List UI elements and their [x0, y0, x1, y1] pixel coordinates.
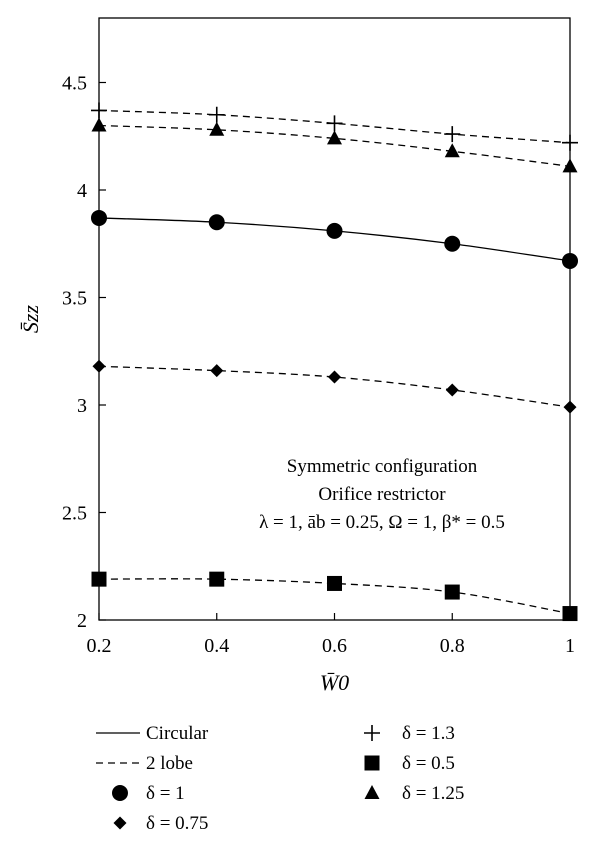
- marker-triangle: [562, 158, 578, 173]
- series-layer: [91, 102, 578, 622]
- y-axis-title: S̄zz: [18, 305, 43, 334]
- legend: Circular 2 lobe δ = 1 δ = 0.75 δ = 1.3 δ = 0.…: [96, 723, 464, 834]
- axis-titles: W̄0 S̄zz: [18, 305, 349, 695]
- series: [92, 359, 577, 414]
- series-line: [98, 365, 571, 408]
- marker-circle: [326, 222, 343, 239]
- marker-triangle: [364, 785, 380, 799]
- marker-diamond: [563, 400, 577, 414]
- legend-label: 2 lobe: [146, 753, 193, 774]
- marker-plus: [562, 134, 578, 151]
- marker-plus: [364, 725, 380, 741]
- marker-plus: [326, 115, 343, 132]
- y-tick-label: 3.5: [62, 288, 87, 310]
- marker-circle: [112, 785, 128, 801]
- x-tick-label: 0.4: [204, 635, 229, 657]
- marker-diamond: [445, 383, 459, 397]
- x-tick-label: 0.8: [440, 635, 465, 657]
- marker-diamond: [210, 364, 224, 378]
- x-tick-label: 0.2: [87, 635, 112, 657]
- legend-label: δ = 0.5: [402, 753, 455, 774]
- series-line: [98, 578, 571, 615]
- x-axis-title: W̄0: [320, 670, 349, 695]
- marker-triangle: [91, 117, 107, 132]
- marker-triangle: [444, 143, 460, 158]
- marker-square: [562, 606, 578, 622]
- series: [91, 117, 578, 173]
- marker-triangle: [327, 130, 342, 145]
- marker-square: [444, 584, 460, 600]
- marker-diamond: [92, 359, 106, 373]
- marker-circle: [91, 209, 107, 226]
- y-tick-label: 4.5: [62, 73, 87, 95]
- marker-square: [209, 571, 225, 587]
- marker-diamond: [328, 370, 341, 384]
- y-tick-label: 2: [77, 610, 87, 632]
- marker-plus: [444, 126, 461, 143]
- marker-plus: [91, 102, 107, 119]
- series: [91, 209, 578, 269]
- series: [91, 102, 578, 151]
- legend-entry: δ = 1: [112, 783, 185, 804]
- annotation: Symmetric configuration Orifice restricto…: [259, 456, 505, 533]
- marker-diamond: [113, 816, 127, 830]
- x-tick-label: 1: [565, 635, 575, 657]
- marker-square: [327, 575, 342, 591]
- legend-entry: δ = 1.3: [364, 723, 455, 744]
- legend-label: δ = 1.25: [402, 783, 464, 804]
- legend-entry: δ = 1.25: [364, 783, 464, 804]
- legend-label: δ = 1: [146, 783, 185, 804]
- marker-square: [364, 755, 380, 771]
- legend-entry: δ = 0.75: [113, 813, 208, 834]
- annotation-line: Symmetric configuration: [287, 456, 478, 477]
- legend-label: Circular: [146, 723, 209, 744]
- legend-entry: Circular: [96, 723, 209, 744]
- marker-circle: [444, 235, 461, 252]
- legend-entry: 2 lobe: [96, 753, 193, 774]
- marker-triangle: [209, 121, 225, 136]
- x-tick-label: 0.6: [322, 635, 347, 657]
- y-tick-label: 3: [77, 395, 87, 417]
- legend-entry: δ = 0.5: [364, 753, 455, 774]
- series: [91, 571, 578, 622]
- annotation-line: λ = 1, āb = 0.25, Ω = 1, β* = 0.5: [259, 512, 505, 533]
- marker-circle: [208, 214, 225, 231]
- y-axis: 2 2.5 3 3.5 4 4.5: [62, 73, 106, 632]
- marker-circle: [562, 252, 578, 269]
- series-line: [98, 124, 571, 167]
- legend-label: δ = 0.75: [146, 813, 208, 834]
- y-tick-label: 2.5: [62, 503, 87, 525]
- marker-square: [91, 571, 107, 587]
- series-line: [98, 109, 571, 144]
- legend-label: δ = 1.3: [402, 723, 455, 744]
- marker-plus: [208, 106, 225, 123]
- y-tick-label: 4: [77, 180, 87, 202]
- annotation-line: Orifice restrictor: [318, 484, 446, 505]
